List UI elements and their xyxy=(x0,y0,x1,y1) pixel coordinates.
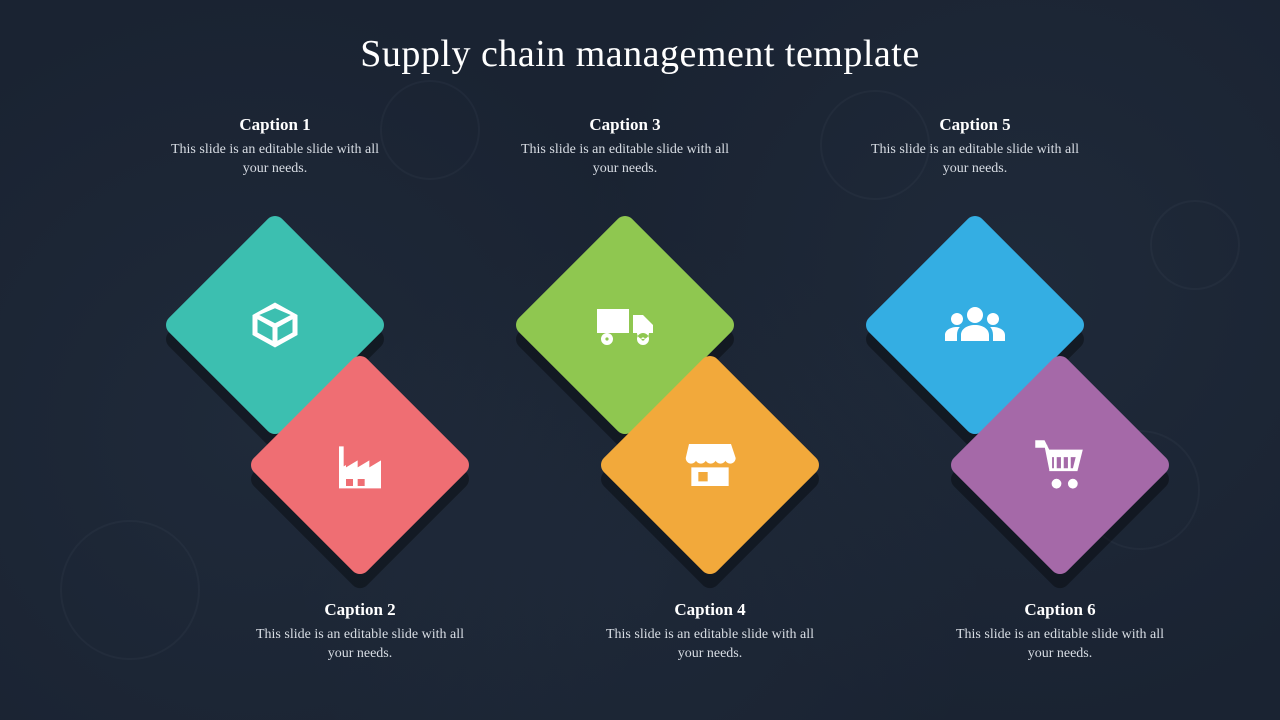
caption-2-text: This slide is an editable slide with all… xyxy=(250,626,470,664)
caption-4: Caption 4 This slide is an editable slid… xyxy=(600,600,820,664)
caption-5: Caption 5 This slide is an editable slid… xyxy=(865,115,1085,179)
truck-icon xyxy=(593,301,657,349)
cart-icon xyxy=(1032,437,1088,493)
caption-6-text: This slide is an editable slide with all… xyxy=(950,626,1170,664)
caption-2-title: Caption 2 xyxy=(250,600,470,620)
caption-6: Caption 6 This slide is an editable slid… xyxy=(950,600,1170,664)
factory-icon xyxy=(332,437,388,493)
diamond-6 xyxy=(980,385,1140,545)
diamond-4 xyxy=(630,385,790,545)
caption-3: Caption 3 This slide is an editable slid… xyxy=(515,115,735,179)
diamond-2 xyxy=(280,385,440,545)
caption-3-text: This slide is an editable slide with all… xyxy=(515,141,735,179)
caption-4-text: This slide is an editable slide with all… xyxy=(600,626,820,664)
caption-3-title: Caption 3 xyxy=(515,115,735,135)
caption-5-title: Caption 5 xyxy=(865,115,1085,135)
diagram-stage: Caption 1 This slide is an editable slid… xyxy=(0,0,1280,720)
caption-1: Caption 1 This slide is an editable slid… xyxy=(165,115,385,179)
caption-4-title: Caption 4 xyxy=(600,600,820,620)
caption-1-title: Caption 1 xyxy=(165,115,385,135)
caption-2: Caption 2 This slide is an editable slid… xyxy=(250,600,470,664)
caption-1-text: This slide is an editable slide with all… xyxy=(165,141,385,179)
caption-6-title: Caption 6 xyxy=(950,600,1170,620)
box-icon xyxy=(245,295,305,355)
people-icon xyxy=(943,301,1007,349)
caption-5-text: This slide is an editable slide with all… xyxy=(865,141,1085,179)
store-icon xyxy=(682,437,738,493)
